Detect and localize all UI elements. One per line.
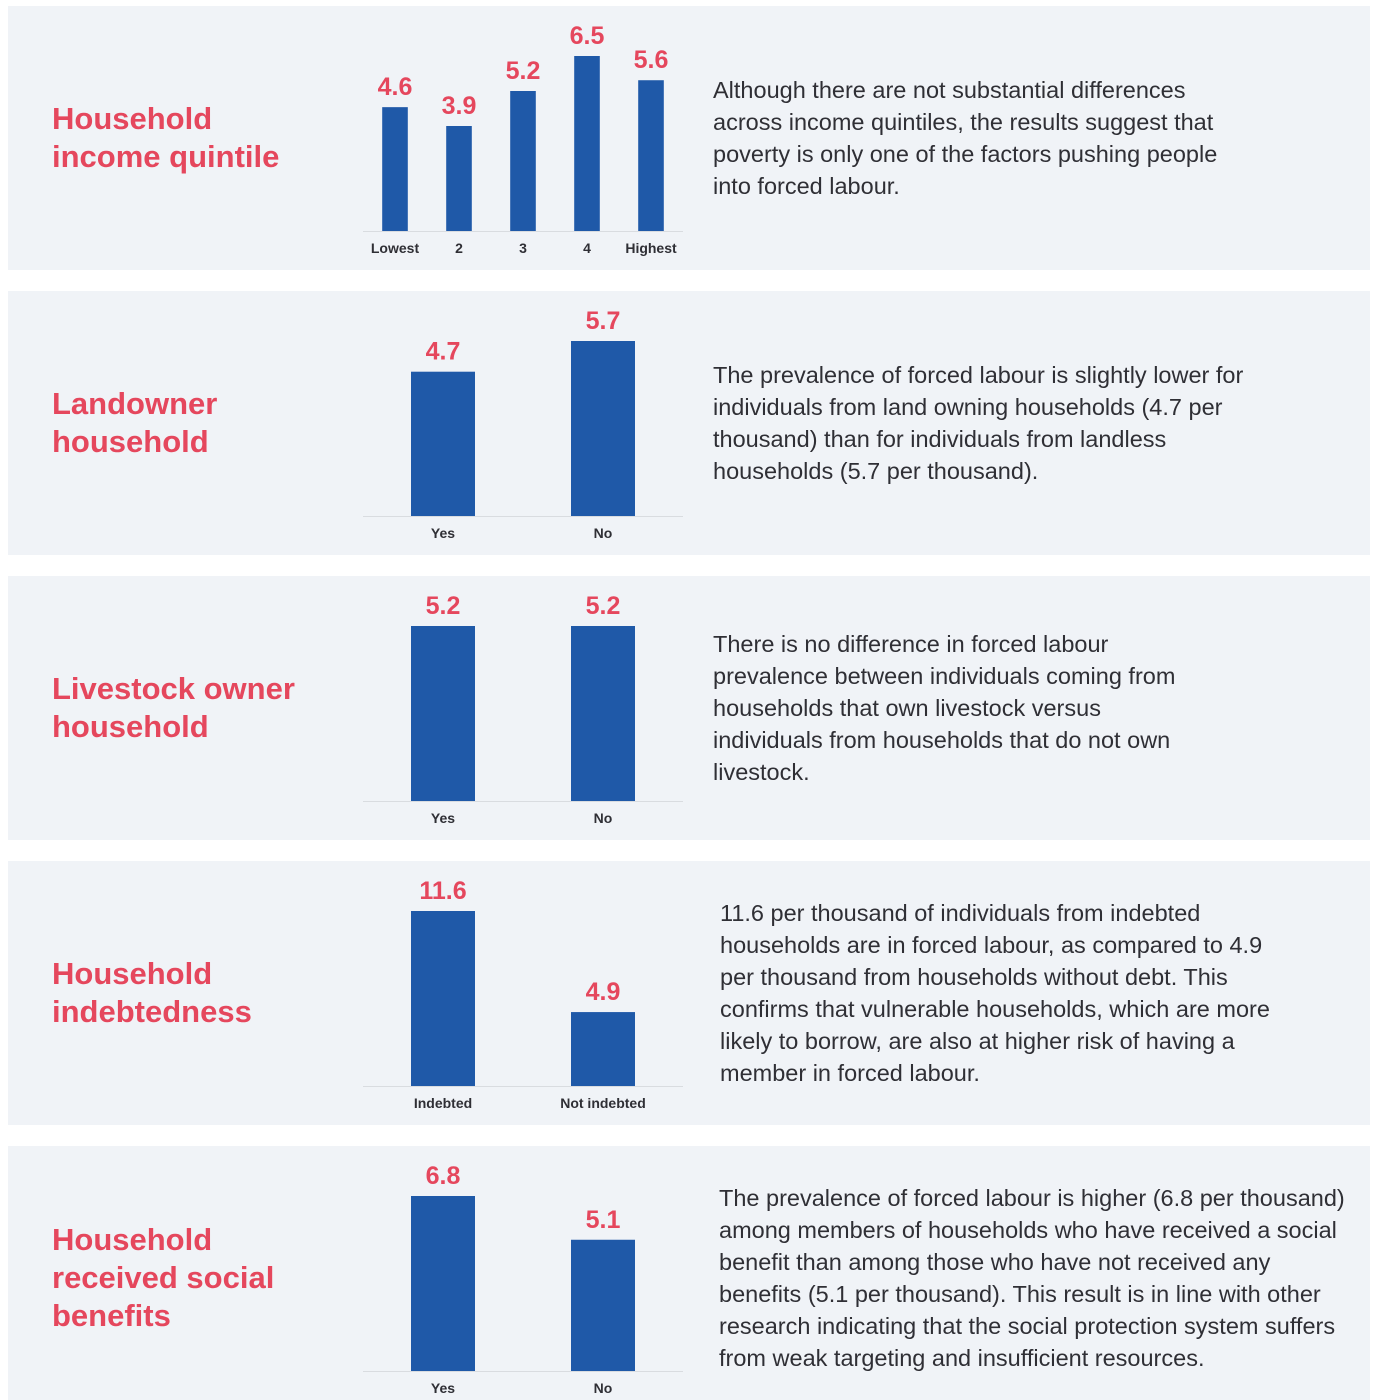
panel: Livestock owner household 5.2 Yes 5.2 No Ther… <box>8 576 1370 840</box>
panel: Landowner household 4.7 Yes 5.7 No The preval… <box>8 291 1370 555</box>
value-label: 4.9 <box>586 978 621 1006</box>
bar <box>382 107 408 231</box>
x-tick-label: Not indebted <box>560 1095 646 1111</box>
value-label: 4.7 <box>426 338 461 366</box>
panel-title: Household received social benefits <box>52 1222 275 1333</box>
bar <box>638 80 664 231</box>
bar <box>571 1239 635 1371</box>
bar <box>411 911 475 1086</box>
value-label: 5.7 <box>586 307 621 335</box>
bar <box>574 56 600 231</box>
panel-title: Household income quintile <box>52 101 280 174</box>
x-tick-label: Yes <box>431 525 455 541</box>
x-tick-label: No <box>594 810 613 826</box>
value-label: 5.2 <box>586 592 621 620</box>
value-label: 6.5 <box>570 22 605 50</box>
description: The prevalence of forced labour is highe… <box>719 1185 1345 1371</box>
x-tick-label: Highest <box>625 240 677 256</box>
chart: 4.7 Yes 5.7 No <box>363 307 683 541</box>
bar <box>510 91 536 231</box>
panel: Household income quintile 4.6 Lowest 3.9 2 5.… <box>8 6 1370 270</box>
panel-title: Household indebtedness <box>52 956 252 1029</box>
panel: Household received social benefits 6.8 Yes… <box>8 1146 1370 1400</box>
bar <box>571 626 635 801</box>
bar <box>571 1012 635 1086</box>
panel-title: Landowner household <box>52 386 218 459</box>
x-tick-label: 2 <box>455 240 463 256</box>
value-label: 5.2 <box>506 57 541 85</box>
description: Although there are not substantial diffe… <box>713 77 1218 199</box>
bar <box>446 126 472 231</box>
x-tick-label: Yes <box>431 1380 455 1396</box>
x-tick-label: No <box>594 1380 613 1396</box>
value-label: 6.8 <box>426 1162 461 1190</box>
bar <box>411 1196 475 1371</box>
panel: Household indebtedness 11.6 Indebted 4.9 Not… <box>8 861 1370 1125</box>
chart: 5.2 Yes 5.2 No <box>363 592 683 826</box>
x-tick-label: No <box>594 525 613 541</box>
chart: 6.8 Yes 5.1 No <box>363 1162 683 1396</box>
chart: 11.6 Indebted 4.9 Not indebted <box>363 877 683 1111</box>
value-label: 5.6 <box>634 46 669 74</box>
panel-title: Livestock owner household <box>52 671 295 744</box>
description: There is no difference in forced labour … <box>713 631 1176 785</box>
x-tick-label: Lowest <box>371 240 420 256</box>
x-tick-label: Indebted <box>414 1095 472 1111</box>
bar <box>411 626 475 801</box>
description: The prevalence of forced labour is sligh… <box>713 362 1244 484</box>
value-label: 5.2 <box>426 592 461 620</box>
bar <box>411 371 475 516</box>
value-label: 11.6 <box>419 877 466 905</box>
x-tick-label: 4 <box>583 240 591 256</box>
value-label: 3.9 <box>442 92 477 120</box>
value-label: 5.1 <box>586 1206 621 1234</box>
description: 11.6 per thousand of individuals from in… <box>720 900 1270 1086</box>
x-tick-label: 3 <box>519 240 527 256</box>
value-label: 4.6 <box>378 73 413 101</box>
chart: 4.6 Lowest 3.9 2 5.2 3 6.5 4 5.6 Highest <box>363 22 683 256</box>
bar <box>571 341 635 516</box>
x-tick-label: Yes <box>431 810 455 826</box>
